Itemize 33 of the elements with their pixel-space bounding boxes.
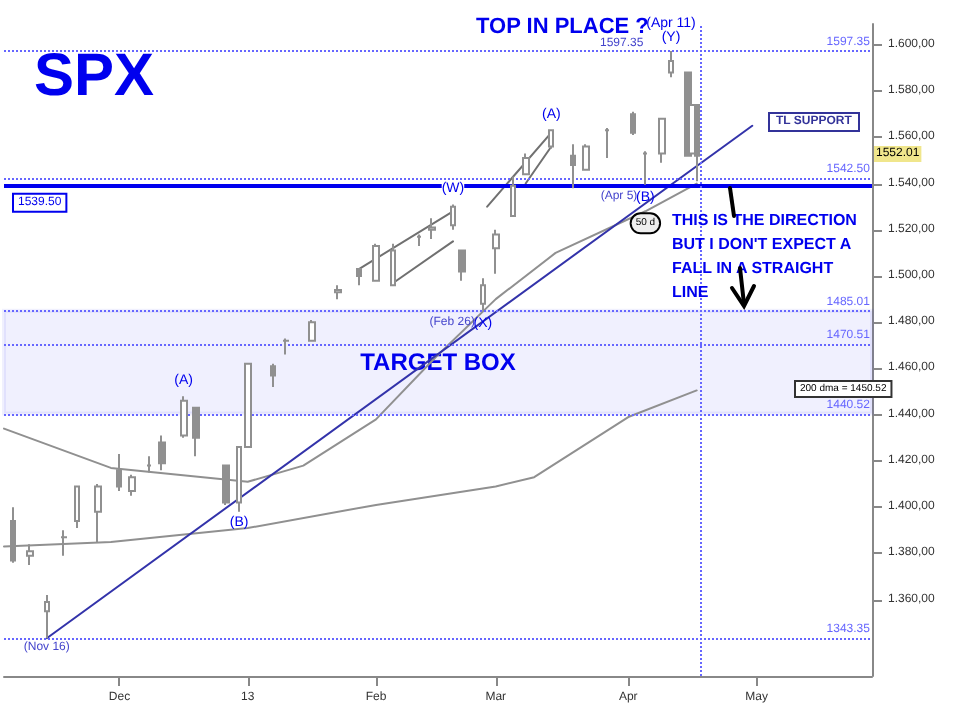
candlestick [128,473,136,497]
chart-title: SPX [34,43,155,109]
candlestick [334,284,342,301]
annotation: TOP IN PLACE ? [476,15,650,39]
candlestick [428,217,436,241]
candlestick [356,268,362,287]
candlestick [282,337,290,356]
candlestick [642,150,648,186]
candlestick [180,395,188,439]
candlestick [480,277,486,312]
candlestick [630,110,636,136]
candlestick [510,175,516,217]
candlestick [44,594,50,640]
candlestick [372,242,380,282]
candlestick [582,143,590,171]
candlestick [604,127,610,160]
candlestick [492,228,500,275]
candlestick [74,485,80,530]
candlestick [522,152,530,176]
candlestick [458,249,466,282]
candlestick [450,203,456,231]
candlestick [416,233,422,247]
candlestick [192,406,200,458]
candlestick [390,242,396,287]
candlestick [158,434,166,472]
candlestick [548,129,554,150]
candlestick [668,49,674,79]
candlestick [94,483,102,543]
candlestick [308,318,316,342]
candlestick [570,143,576,190]
candlestick [146,455,152,474]
candlestick [658,117,666,164]
candlestick [270,362,276,388]
